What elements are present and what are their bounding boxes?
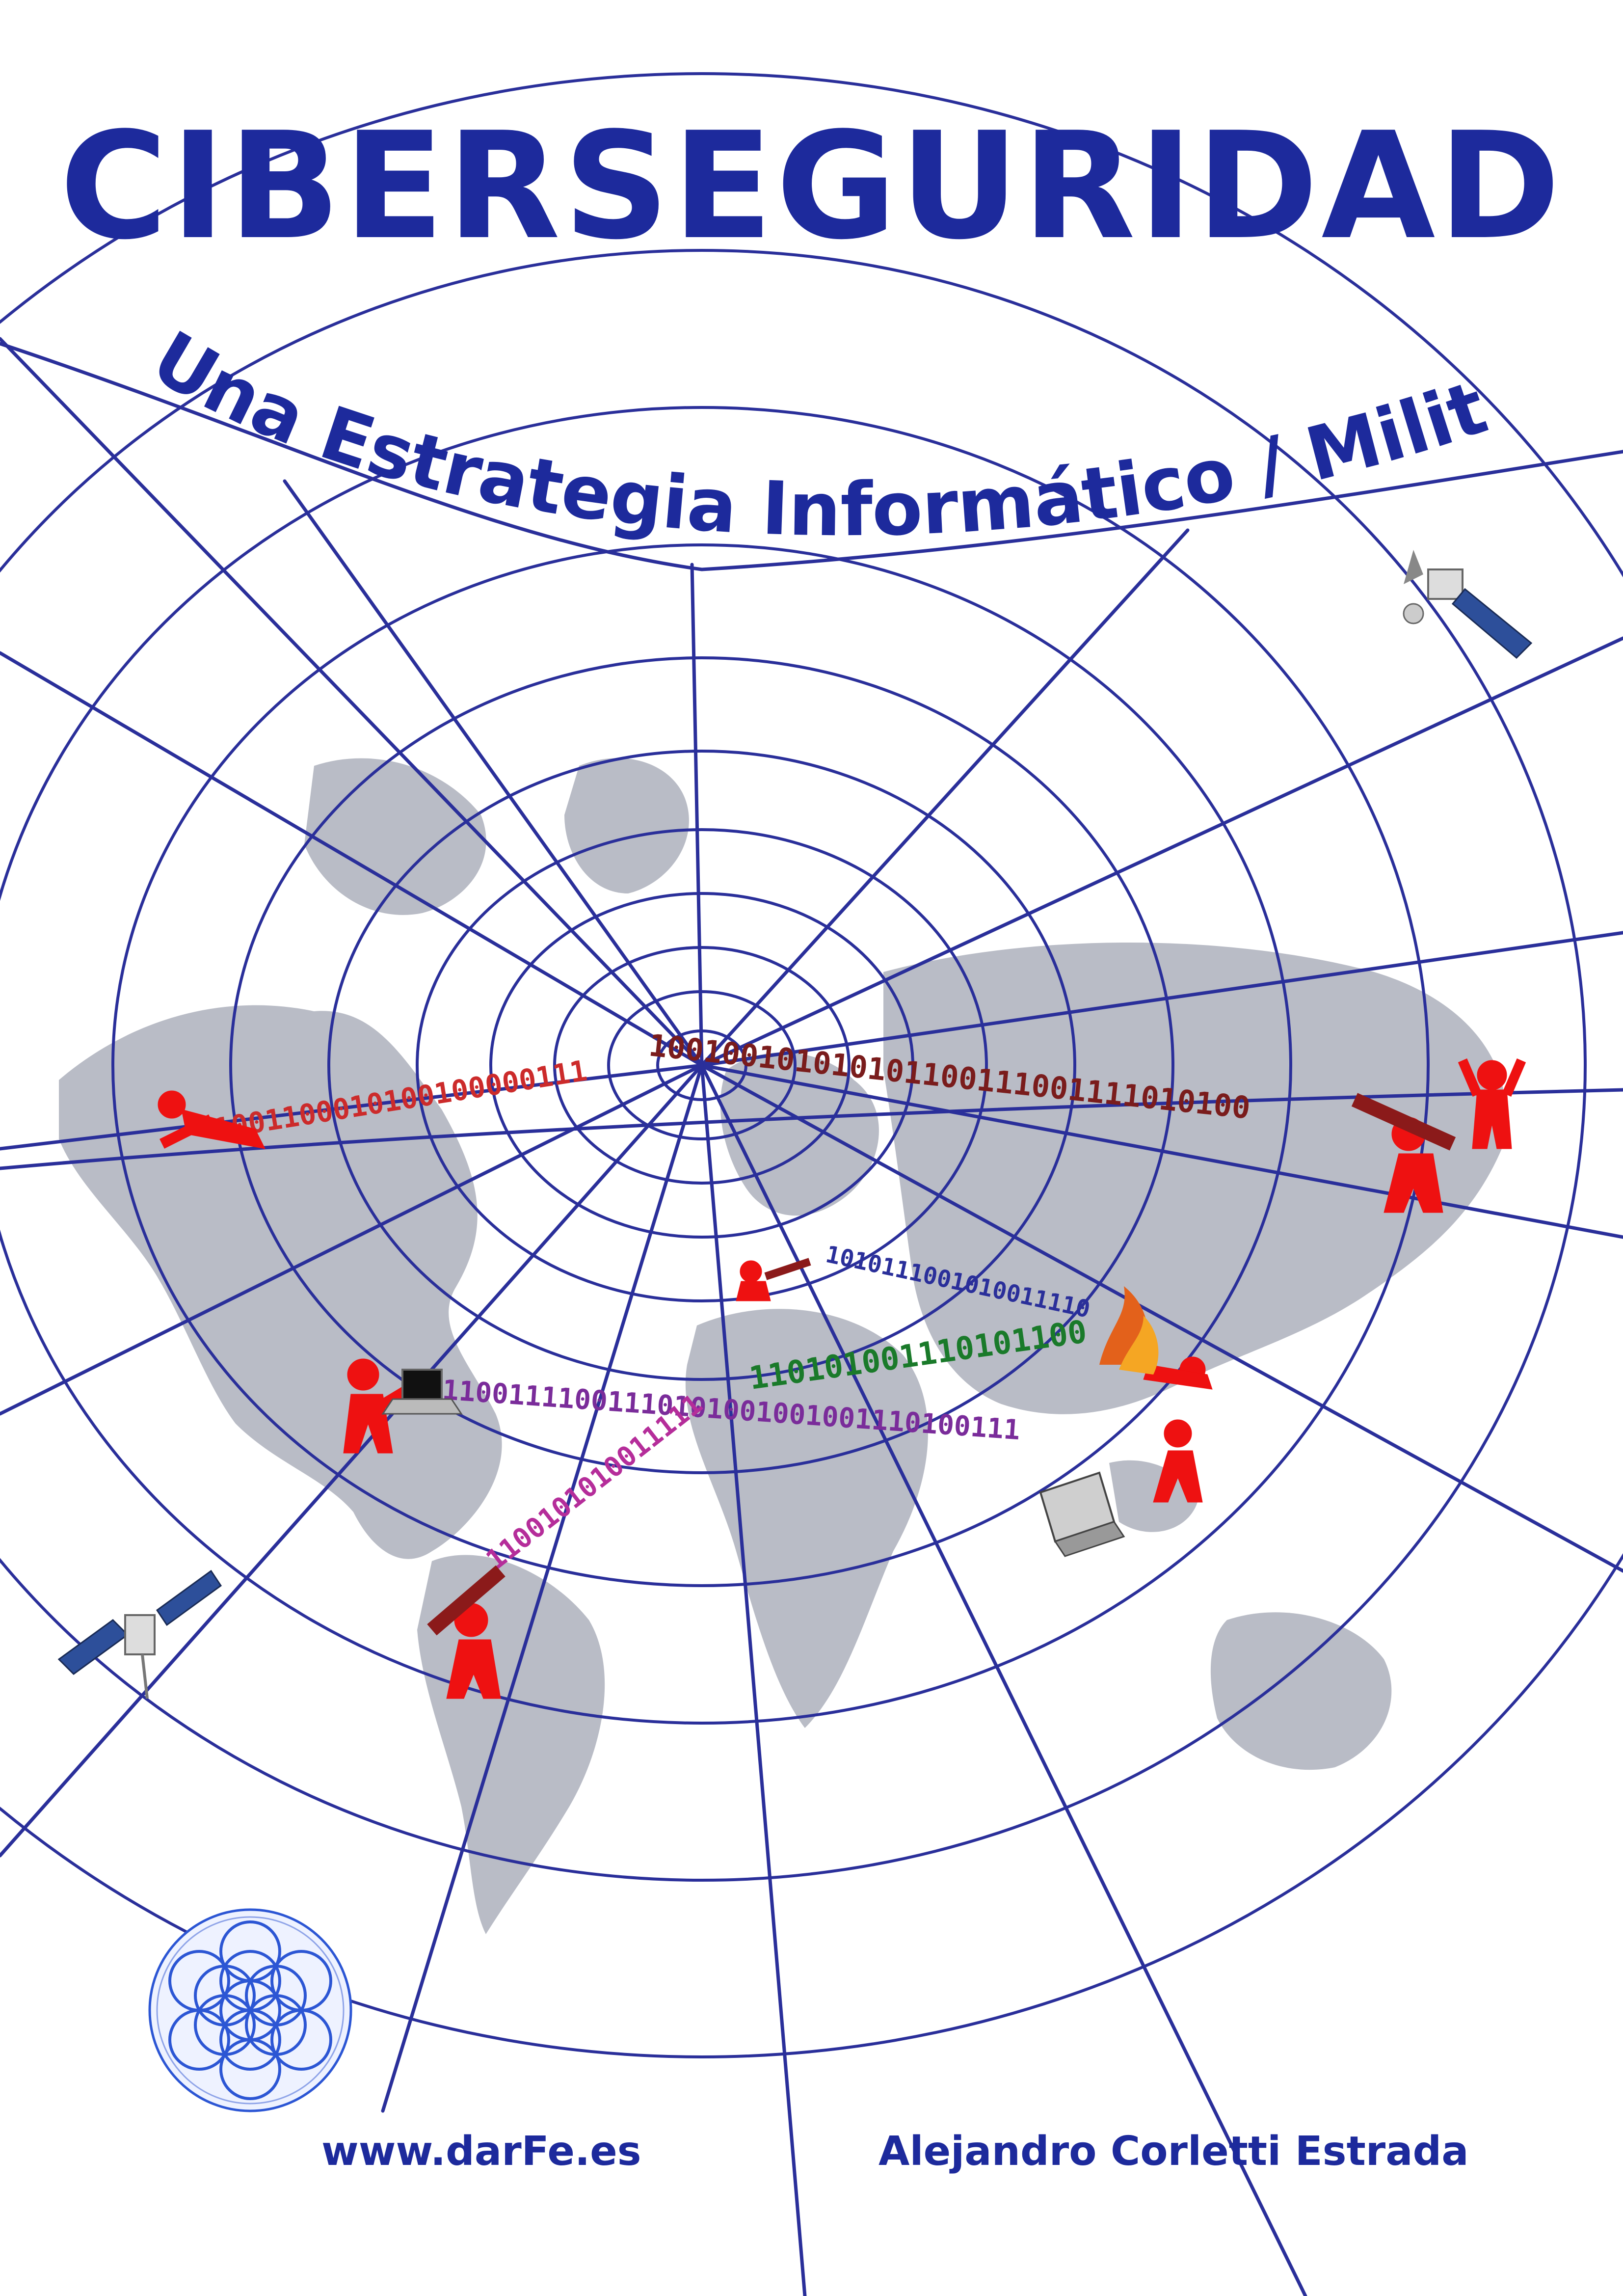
continent-africa [685, 1309, 928, 1728]
cover-subtitle-arc: Una Estrategia Informático / Militar [0, 0, 1497, 553]
red-figures [158, 1058, 1526, 1699]
figure-carrying-bar-right [1351, 1093, 1456, 1213]
satellite-icon-bottom-left [57, 1569, 222, 1699]
figure-walking [1153, 1419, 1203, 1503]
figure-cheering-right [1458, 1058, 1526, 1149]
continent-australia [1210, 1612, 1392, 1770]
cover-title: CIBERSEGURIDAD [59, 101, 1564, 272]
cover-subtitle: Una Estrategia Informático / Militar [0, 0, 1497, 553]
continent-greenland [564, 758, 689, 893]
figure-carrying-bar-bottom [427, 1565, 506, 1699]
laptop-icon-right [1039, 1471, 1125, 1557]
website-link[interactable]: www.darFe.es [321, 2128, 641, 2175]
spider-web [0, 337, 1623, 2296]
world-map [59, 758, 1506, 1934]
author-name: Alejandro Corletti Estrada [878, 2128, 1469, 2175]
satellite-icon-top-right [1403, 550, 1533, 659]
flower-of-life-logo [148, 1908, 352, 2112]
cover-subtitle-text: Una Estrategia Informático / Militar [0, 0, 1497, 553]
figure-lying-fire [1143, 1356, 1213, 1390]
figure-lying-left [158, 1090, 266, 1149]
fire-icon [1099, 1286, 1159, 1375]
continent-asia [883, 943, 1506, 1414]
figure-small-center [736, 1258, 811, 1301]
web-spiral [0, 72, 1623, 2058]
laptop-icon-left [381, 1369, 463, 1415]
